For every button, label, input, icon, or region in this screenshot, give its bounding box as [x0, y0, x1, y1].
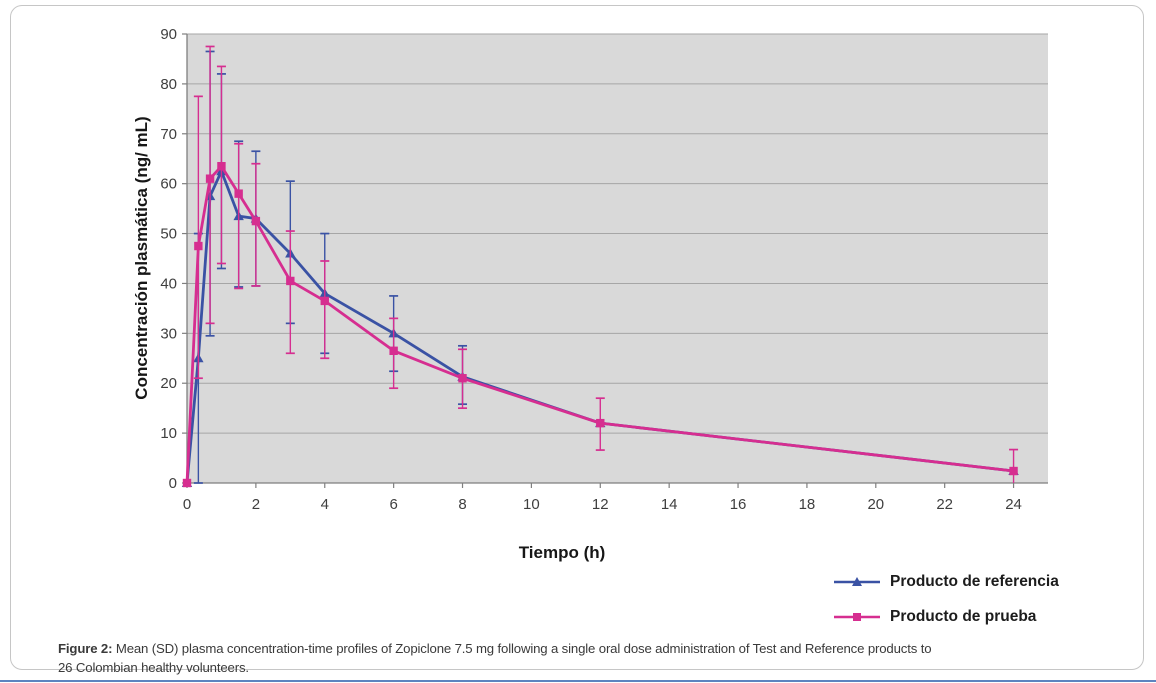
- x-tick-label: 10: [523, 496, 540, 513]
- x-tick-label: 24: [1005, 496, 1022, 513]
- square-marker: [251, 216, 261, 226]
- square-marker: [286, 276, 295, 286]
- x-tick-label: 20: [867, 496, 884, 513]
- y-axis-title: Concentración plasmática (ng/ mL): [132, 116, 151, 399]
- figure-caption-line2: 26 Colombian healthy volunteers.: [58, 659, 249, 675]
- square-marker: [1009, 466, 1018, 476]
- square-marker: [320, 296, 329, 306]
- square-marker: [458, 374, 467, 383]
- figure-caption-line1: Mean (SD) plasma concentration-time prof…: [112, 641, 932, 656]
- square-marker: [389, 346, 398, 355]
- y-tick-label: 20: [160, 375, 177, 392]
- x-tick-label: 14: [661, 496, 678, 513]
- y-tick-label: 30: [160, 325, 177, 342]
- legend-label-prueba: Producto de prueba: [890, 608, 1037, 625]
- x-tick-label: 12: [592, 496, 609, 513]
- square-marker: [205, 174, 215, 183]
- x-tick-label: 18: [799, 496, 816, 513]
- y-tick-label: 10: [160, 425, 177, 442]
- x-tick-label: 8: [458, 496, 466, 513]
- x-tick-label: 0: [183, 496, 191, 513]
- x-tick-label: 2: [252, 496, 260, 513]
- y-tick-label: 40: [160, 275, 177, 292]
- bottom-divider-line: [0, 680, 1156, 682]
- x-axis-ticks: 0 2 4 6 8 10 12 14 16 18 20 22 24: [183, 483, 1022, 513]
- x-tick-label: 22: [936, 496, 953, 513]
- legend-swatch-referencia-icon: [834, 577, 880, 586]
- plot-area: [187, 34, 1048, 483]
- figure-border-box: 0 10 20 30 40 50 60 70 80 90 0 2 4 6 8 10 12 14 16 18 20 22 24…: [10, 5, 1144, 675]
- y-axis-ticks: 0 10 20 30 40 50 60 70 80 90: [160, 26, 187, 492]
- x-tick-label: 16: [730, 496, 747, 513]
- axes: [186, 34, 1048, 484]
- square-marker: [596, 418, 605, 428]
- square-marker: [234, 189, 243, 198]
- x-tick-label: 6: [389, 496, 397, 513]
- square-marker: [182, 478, 192, 488]
- legend-label-referencia: Producto de referencia: [890, 573, 1059, 590]
- legend-item-referencia: Producto de referencia: [833, 571, 1059, 593]
- x-tick-label: 4: [321, 496, 329, 513]
- y-tick-label: 50: [160, 226, 177, 243]
- legend-swatch-prueba-icon: [834, 613, 880, 621]
- figure-caption: Figure 2: Mean (SD) plasma concentration…: [58, 640, 1116, 677]
- gridlines: [187, 33, 1048, 434]
- series-prueba: [182, 45, 1019, 488]
- chart-legend: Producto de referencia Producto de prueb…: [833, 571, 1059, 628]
- y-tick-label: 60: [160, 176, 177, 193]
- x-axis-title: Tiempo (h): [519, 543, 606, 562]
- y-tick-label: 90: [160, 26, 177, 43]
- y-tick-label: 0: [169, 475, 177, 492]
- y-tick-label: 70: [160, 126, 177, 143]
- figure-caption-label: Figure 2:: [58, 641, 113, 656]
- square-marker: [194, 241, 203, 251]
- y-tick-label: 80: [160, 76, 177, 93]
- legend-item-prueba: Producto de prueba: [833, 606, 1059, 628]
- square-marker: [217, 162, 226, 171]
